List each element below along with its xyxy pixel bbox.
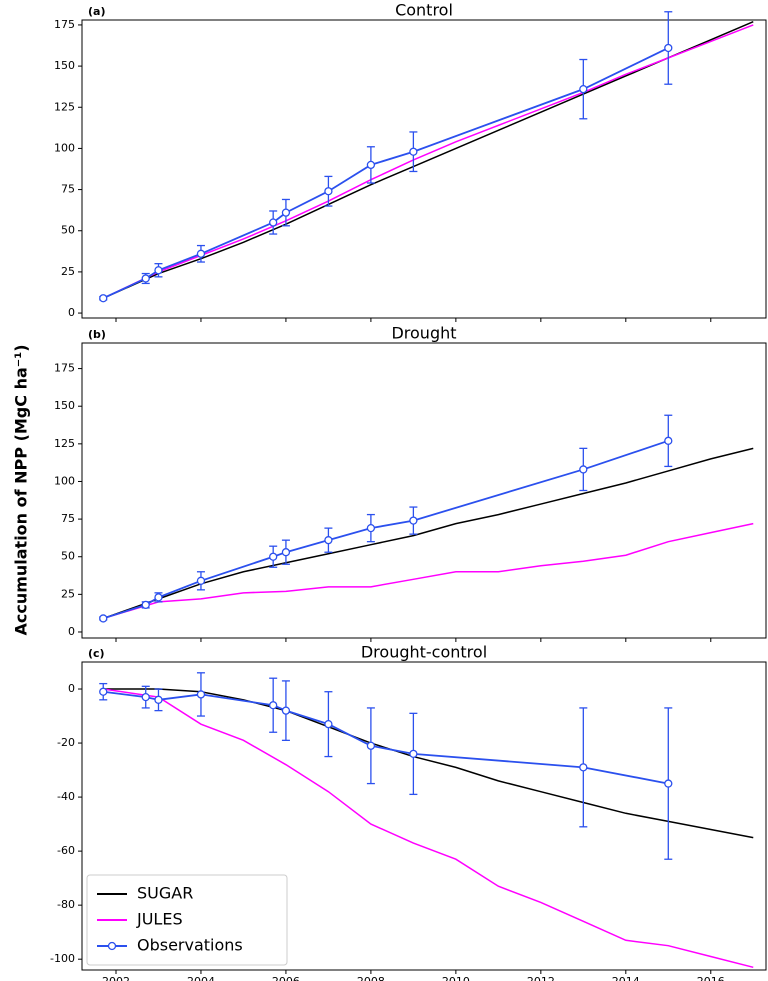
- panel-label: (c): [88, 647, 105, 660]
- data-point: [269, 552, 278, 561]
- y-tick-label: 175: [54, 18, 75, 31]
- x-tick-label: 2012: [527, 975, 555, 981]
- data-point: [99, 614, 108, 623]
- data-point: [141, 600, 150, 610]
- x-tick-label: 2008: [357, 975, 385, 981]
- chart-title: Control: [395, 1, 453, 20]
- data-point: [579, 763, 588, 772]
- series-line: [103, 688, 754, 969]
- panel-label: (b): [88, 328, 106, 341]
- y-tick-label: 0: [68, 625, 75, 638]
- y-tick-label: 25: [61, 587, 75, 600]
- data-point: [579, 465, 588, 474]
- x-tick-label: 2004: [187, 975, 215, 981]
- y-tick-label: 75: [61, 183, 75, 196]
- data-point: [99, 687, 108, 696]
- x-tick-label: 2002: [102, 975, 130, 981]
- data-point: [664, 436, 673, 445]
- data-point: [281, 706, 291, 715]
- data-point: [141, 692, 150, 702]
- y-tick-label: 100: [54, 474, 75, 487]
- data-point: [664, 779, 673, 788]
- y-tick-label: 0: [68, 306, 75, 319]
- data-point: [409, 516, 418, 525]
- y-tick-label: -20: [57, 736, 75, 749]
- y-tick-label: -40: [57, 790, 75, 803]
- plot-frame: [81, 342, 767, 639]
- panel-label: (a): [88, 5, 105, 18]
- series-line: [102, 20, 754, 299]
- data-point: [281, 548, 291, 557]
- legend-label: SUGAR: [137, 884, 193, 903]
- y-tick-label: 125: [54, 100, 75, 113]
- data-point: [409, 147, 418, 156]
- y-tick-label: 50: [61, 550, 75, 563]
- y-tick-label: 50: [61, 224, 75, 237]
- y-tick-label: 75: [61, 512, 75, 525]
- x-tick-label: 2016: [697, 975, 725, 981]
- legend-label: JULES: [136, 910, 183, 929]
- data-point: [99, 294, 108, 303]
- legend-marker: [107, 941, 117, 951]
- x-tick-label: 2010: [442, 975, 470, 981]
- y-tick-label: 150: [54, 59, 75, 72]
- y-tick-label: 150: [54, 399, 75, 412]
- data-point: [154, 593, 163, 602]
- series-line: [103, 522, 754, 620]
- data-point: [269, 701, 278, 710]
- data-point: [579, 84, 588, 94]
- data-point: [196, 690, 206, 699]
- legend-box: [86, 874, 288, 966]
- data-point: [324, 719, 333, 729]
- y-axis-label: Accumulation of NPP (MgC ha⁻¹): [12, 344, 31, 635]
- data-point: [154, 266, 163, 275]
- y-tick-label: 0: [68, 682, 75, 695]
- series-line: [102, 24, 754, 299]
- y-tick-label: 175: [54, 362, 75, 375]
- data-point: [141, 274, 150, 283]
- data-point: [154, 695, 163, 704]
- legend-label: Observations: [137, 936, 243, 955]
- data-point: [664, 43, 673, 53]
- chart-title: Drought: [391, 324, 456, 343]
- y-tick-label: -60: [57, 844, 75, 857]
- data-point: [281, 208, 291, 217]
- data-point: [324, 536, 333, 545]
- data-point: [409, 749, 418, 759]
- chart-title: Drought-control: [361, 643, 487, 662]
- data-point: [269, 218, 278, 227]
- data-point: [196, 249, 206, 258]
- data-point: [366, 160, 376, 170]
- series-line: [102, 447, 754, 620]
- data-point: [366, 523, 376, 533]
- data-point: [324, 187, 333, 196]
- y-tick-label: -100: [50, 952, 75, 965]
- plot-frame: [81, 661, 767, 971]
- data-point: [196, 576, 206, 585]
- y-tick-label: -80: [57, 898, 75, 911]
- series-line: [103, 688, 754, 839]
- plot-frame: [81, 19, 767, 319]
- y-tick-label: 25: [61, 265, 75, 278]
- y-tick-label: 125: [54, 437, 75, 450]
- x-tick-label: 2006: [272, 975, 300, 981]
- data-point: [366, 741, 376, 750]
- x-tick-label: 2014: [612, 975, 640, 981]
- y-tick-label: 100: [54, 141, 75, 154]
